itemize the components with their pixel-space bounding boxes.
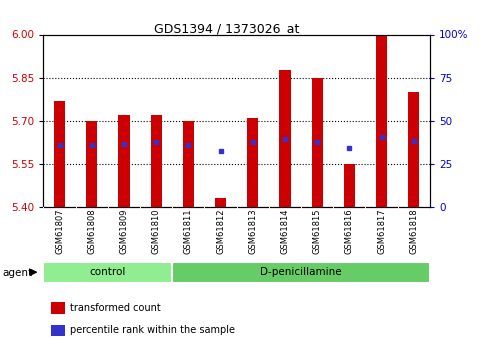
FancyBboxPatch shape — [43, 262, 172, 284]
Bar — [51, 302, 65, 314]
Text: D-penicillamine: D-penicillamine — [260, 267, 342, 277]
Bar — [247, 118, 258, 207]
Bar — [408, 92, 419, 207]
Bar — [215, 198, 226, 207]
Bar — [151, 115, 162, 207]
Bar — [279, 70, 291, 207]
Bar — [183, 121, 194, 207]
Bar — [344, 164, 355, 207]
Text: control: control — [90, 267, 126, 277]
FancyBboxPatch shape — [172, 262, 430, 284]
Text: agent: agent — [2, 268, 32, 277]
Bar — [54, 101, 65, 207]
Bar — [51, 325, 65, 336]
Bar — [376, 34, 387, 207]
Text: transformed count: transformed count — [71, 303, 161, 313]
Text: percentile rank within the sample: percentile rank within the sample — [71, 325, 235, 335]
Text: GDS1394 / 1373026_at: GDS1394 / 1373026_at — [155, 22, 299, 36]
Bar — [118, 115, 129, 207]
Bar — [312, 78, 323, 207]
Bar — [86, 121, 98, 207]
